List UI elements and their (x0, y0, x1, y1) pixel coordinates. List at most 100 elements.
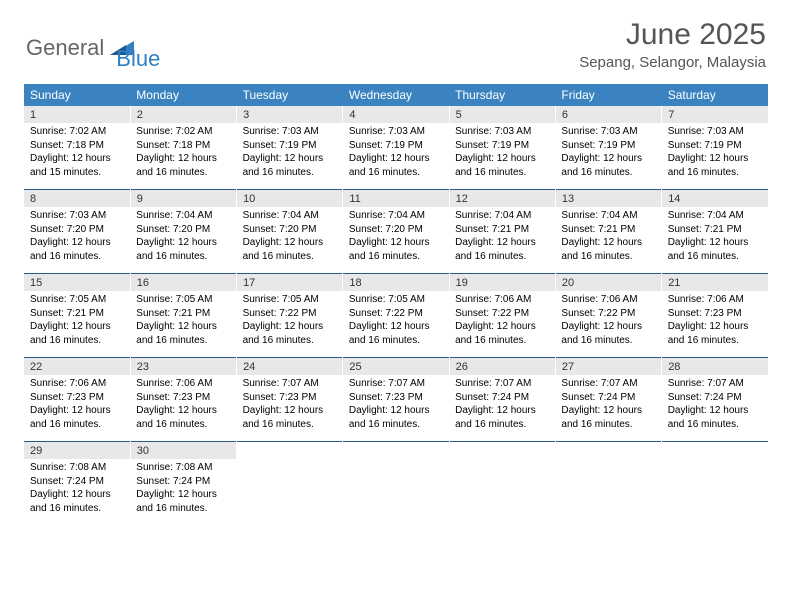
sunset: Sunset: 7:23 PM (243, 391, 337, 405)
daylight1: Daylight: 12 hours (668, 152, 762, 166)
daylight2: and 16 minutes. (243, 250, 337, 264)
sunset: Sunset: 7:24 PM (136, 475, 230, 489)
daylight1: Daylight: 12 hours (30, 488, 124, 502)
title-block: June 2025 Sepang, Selangor, Malaysia (579, 18, 766, 71)
day-cell: Sunrise: 7:08 AMSunset: 7:24 PMDaylight:… (130, 459, 236, 525)
location-text: Sepang, Selangor, Malaysia (579, 54, 766, 71)
daylight1: Daylight: 12 hours (349, 152, 443, 166)
daylight1: Daylight: 12 hours (30, 404, 124, 418)
daylight2: and 16 minutes. (668, 418, 762, 432)
daylight2: and 16 minutes. (30, 250, 124, 264)
day-cell: Sunrise: 7:04 AMSunset: 7:21 PMDaylight:… (449, 207, 555, 274)
daynum: 29 (24, 442, 130, 460)
daynum-empty (555, 442, 661, 460)
sunset: Sunset: 7:21 PM (561, 223, 655, 237)
daynum: 15 (24, 274, 130, 292)
day-cell: Sunrise: 7:03 AMSunset: 7:19 PMDaylight:… (555, 123, 661, 190)
day-cell: Sunrise: 7:06 AMSunset: 7:22 PMDaylight:… (555, 291, 661, 358)
sunrise: Sunrise: 7:03 AM (561, 125, 655, 139)
daylight1: Daylight: 12 hours (30, 152, 124, 166)
sunset: Sunset: 7:22 PM (455, 307, 549, 321)
sunset: Sunset: 7:20 PM (136, 223, 230, 237)
daylight2: and 15 minutes. (30, 166, 124, 180)
sunrise: Sunrise: 7:03 AM (243, 125, 337, 139)
day-cell: Sunrise: 7:07 AMSunset: 7:24 PMDaylight:… (449, 375, 555, 442)
sunrise: Sunrise: 7:07 AM (243, 377, 337, 391)
page-header: General Blue June 2025 Sepang, Selangor,… (0, 0, 792, 76)
daylight1: Daylight: 12 hours (243, 320, 337, 334)
daylight2: and 16 minutes. (455, 418, 549, 432)
daylight2: and 16 minutes. (455, 334, 549, 348)
daynum: 1 (24, 106, 130, 123)
daylight1: Daylight: 12 hours (668, 320, 762, 334)
sunset: Sunset: 7:22 PM (349, 307, 443, 321)
daynum-empty (662, 442, 768, 460)
daynum: 28 (662, 358, 768, 376)
daynum: 4 (343, 106, 449, 123)
daynum: 24 (237, 358, 343, 376)
sunrise: Sunrise: 7:06 AM (30, 377, 124, 391)
sunset: Sunset: 7:19 PM (349, 139, 443, 153)
daylight2: and 16 minutes. (561, 334, 655, 348)
sunset: Sunset: 7:19 PM (455, 139, 549, 153)
daynum: 30 (130, 442, 236, 460)
sunset: Sunset: 7:19 PM (561, 139, 655, 153)
day-of-week-row: Sunday Monday Tuesday Wednesday Thursday… (24, 84, 768, 106)
daynum-row: 29 30 (24, 442, 768, 460)
dow-thursday: Thursday (449, 84, 555, 106)
daylight2: and 16 minutes. (349, 250, 443, 264)
month-title: June 2025 (579, 18, 766, 52)
day-cell: Sunrise: 7:05 AMSunset: 7:22 PMDaylight:… (237, 291, 343, 358)
dow-monday: Monday (130, 84, 236, 106)
sunrise: Sunrise: 7:04 AM (455, 209, 549, 223)
day-cell: Sunrise: 7:04 AMSunset: 7:21 PMDaylight:… (662, 207, 768, 274)
logo-word2: Blue (116, 46, 160, 72)
daynum-empty (449, 442, 555, 460)
day-cell: Sunrise: 7:06 AMSunset: 7:23 PMDaylight:… (24, 375, 130, 442)
sunrise: Sunrise: 7:02 AM (30, 125, 124, 139)
sunset: Sunset: 7:20 PM (349, 223, 443, 237)
daynum: 17 (237, 274, 343, 292)
day-cell: Sunrise: 7:04 AMSunset: 7:20 PMDaylight:… (237, 207, 343, 274)
sunset: Sunset: 7:19 PM (668, 139, 762, 153)
daynum: 22 (24, 358, 130, 376)
day-cell-empty (237, 459, 343, 525)
daynum: 27 (555, 358, 661, 376)
day-cell: Sunrise: 7:07 AMSunset: 7:23 PMDaylight:… (343, 375, 449, 442)
dow-tuesday: Tuesday (237, 84, 343, 106)
daylight1: Daylight: 12 hours (561, 236, 655, 250)
dow-sunday: Sunday (24, 84, 130, 106)
day-cell: Sunrise: 7:07 AMSunset: 7:24 PMDaylight:… (555, 375, 661, 442)
sunset: Sunset: 7:20 PM (30, 223, 124, 237)
daylight1: Daylight: 12 hours (668, 404, 762, 418)
daylight1: Daylight: 12 hours (561, 320, 655, 334)
day-cell: Sunrise: 7:05 AMSunset: 7:21 PMDaylight:… (24, 291, 130, 358)
daylight2: and 16 minutes. (136, 166, 230, 180)
sunrise: Sunrise: 7:06 AM (561, 293, 655, 307)
daynum-row: 15 16 17 18 19 20 21 (24, 274, 768, 292)
data-row: Sunrise: 7:05 AMSunset: 7:21 PMDaylight:… (24, 291, 768, 358)
daylight2: and 16 minutes. (561, 418, 655, 432)
daylight2: and 16 minutes. (136, 334, 230, 348)
daynum: 16 (130, 274, 236, 292)
daylight1: Daylight: 12 hours (243, 152, 337, 166)
daynum: 9 (130, 190, 236, 208)
daylight1: Daylight: 12 hours (455, 236, 549, 250)
daynum-row: 22 23 24 25 26 27 28 (24, 358, 768, 376)
daylight1: Daylight: 12 hours (349, 236, 443, 250)
daynum: 10 (237, 190, 343, 208)
day-cell-empty (343, 459, 449, 525)
sunset: Sunset: 7:22 PM (561, 307, 655, 321)
daynum-row: 1 2 3 4 5 6 7 (24, 106, 768, 123)
daynum: 14 (662, 190, 768, 208)
day-cell: Sunrise: 7:07 AMSunset: 7:24 PMDaylight:… (662, 375, 768, 442)
dow-saturday: Saturday (662, 84, 768, 106)
daylight1: Daylight: 12 hours (455, 404, 549, 418)
daynum: 12 (449, 190, 555, 208)
data-row: Sunrise: 7:08 AMSunset: 7:24 PMDaylight:… (24, 459, 768, 525)
day-cell: Sunrise: 7:04 AMSunset: 7:20 PMDaylight:… (130, 207, 236, 274)
daylight1: Daylight: 12 hours (668, 236, 762, 250)
sunset: Sunset: 7:23 PM (668, 307, 762, 321)
daynum: 18 (343, 274, 449, 292)
sunrise: Sunrise: 7:02 AM (136, 125, 230, 139)
